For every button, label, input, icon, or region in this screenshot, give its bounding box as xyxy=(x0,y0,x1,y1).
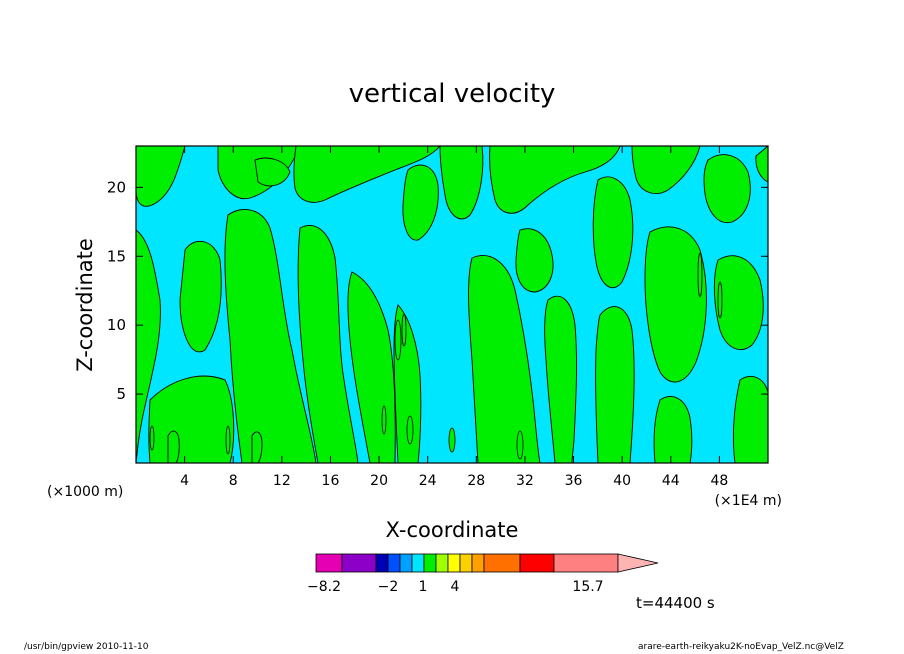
colorbar-bin-3 xyxy=(387,553,401,573)
y-tick-label-0: 5 xyxy=(116,385,126,403)
contour-feature-1 xyxy=(401,313,407,347)
contour-region-16 xyxy=(544,295,577,464)
contour-feature-6 xyxy=(717,281,723,319)
contour-region-8 xyxy=(297,225,359,464)
x-tick-label-8: 36 xyxy=(565,473,583,489)
x-axis-label: X-coordinate xyxy=(386,518,519,542)
x-tick-label-1: 8 xyxy=(229,473,238,489)
contour-region-0 xyxy=(135,145,186,207)
x-tick-label-7: 32 xyxy=(516,473,534,489)
contour-feature-7 xyxy=(149,425,155,451)
colorbar-bin-2 xyxy=(375,553,389,573)
x-axis: 4 8 12 16 20 24 28 32 36 40 44 48 xyxy=(180,146,728,489)
contour-region-13 xyxy=(489,145,621,214)
x-tick-label-3: 16 xyxy=(322,473,340,489)
contour-field xyxy=(135,145,769,464)
y-tick-label-1: 10 xyxy=(107,316,126,334)
contour-region-27 xyxy=(251,431,263,464)
contour-region-11 xyxy=(402,164,439,241)
contour-region-5 xyxy=(224,208,317,464)
y-tick-label-3: 20 xyxy=(107,178,126,196)
colorbar-label-0: −8.2 xyxy=(307,579,341,595)
colorbar-bin-9 xyxy=(459,553,473,573)
contour-region-20 xyxy=(644,226,707,383)
contour-feature-0 xyxy=(394,319,402,361)
y-axis-label: Z-coordinate xyxy=(73,238,97,372)
colorbar-label-1: −2 xyxy=(378,579,399,595)
colorbar-bin-6 xyxy=(423,553,437,573)
chart-title: vertical velocity xyxy=(349,79,556,109)
x-tick-label-6: 28 xyxy=(467,473,485,489)
contour-feature-9 xyxy=(381,405,387,435)
colorbar-bin-11 xyxy=(483,553,521,573)
colorbar-bin-7 xyxy=(435,553,449,573)
colorbar-arrow xyxy=(617,553,659,573)
contour-region-21 xyxy=(703,154,751,224)
x-tick-label-10: 44 xyxy=(662,473,680,489)
contour-region-19 xyxy=(595,306,635,464)
contour-region-22 xyxy=(713,255,764,350)
contour-feature-3 xyxy=(448,427,456,453)
contour-feature-5 xyxy=(697,252,703,298)
y-axis: 5 10 15 20 xyxy=(107,178,768,403)
footer-filename: arare-earth-reikyaku2K-noEvap_VelZ.nc@Ve… xyxy=(638,642,844,652)
x-tick-label-11: 48 xyxy=(710,473,728,489)
contour-region-23 xyxy=(732,376,769,464)
contour-region-6 xyxy=(254,157,291,187)
x-tick-label-2: 12 xyxy=(273,473,291,489)
colorbar-bin-4 xyxy=(399,553,413,573)
colorbar-label-4: 15.7 xyxy=(572,579,603,595)
colorbar-bin-10 xyxy=(471,553,485,573)
time-label: t=44400 s xyxy=(636,594,715,612)
colorbar-bin-8 xyxy=(447,553,461,573)
contour-region-7 xyxy=(293,145,441,203)
contour-region-14 xyxy=(468,255,541,464)
colorbar-bin-13 xyxy=(553,553,619,573)
contour-region-24 xyxy=(653,396,693,464)
x-unit-left: (×1000 m) xyxy=(47,484,123,500)
y-tick-label-2: 15 xyxy=(107,247,126,265)
contour-region-17 xyxy=(592,176,634,289)
contour-feature-4 xyxy=(516,430,524,460)
colorbar-label-3: 4 xyxy=(451,579,460,595)
contour-region-12 xyxy=(439,145,484,220)
contour-feature-8 xyxy=(225,425,231,455)
plot-frame xyxy=(135,145,769,464)
x-unit-right: (×1E4 m) xyxy=(715,493,782,509)
colorbar-bin-12 xyxy=(519,553,555,573)
x-tick-label-5: 24 xyxy=(419,473,437,489)
colorbar-bin-1 xyxy=(341,553,377,573)
contour-region-15 xyxy=(515,228,554,293)
contour-region-1 xyxy=(135,229,161,464)
x-tick-label-4: 20 xyxy=(370,473,388,489)
contour-region-26 xyxy=(167,430,180,464)
colorbar-label-2: 1 xyxy=(419,579,428,595)
plot-area xyxy=(135,145,769,464)
x-tick-label-0: 4 xyxy=(180,473,189,489)
colorbar-bin-5 xyxy=(411,553,425,573)
colorbar: −8.2 −2 1 4 15.7 xyxy=(307,553,659,595)
contour-feature-2 xyxy=(406,415,414,445)
footer-program-date: /usr/bin/gpview 2010-11-10 xyxy=(24,642,149,652)
colorbar-bin-0 xyxy=(315,553,343,573)
contour-region-18 xyxy=(631,145,701,194)
x-tick-label-9: 40 xyxy=(613,473,631,489)
contour-region-3 xyxy=(179,240,222,353)
